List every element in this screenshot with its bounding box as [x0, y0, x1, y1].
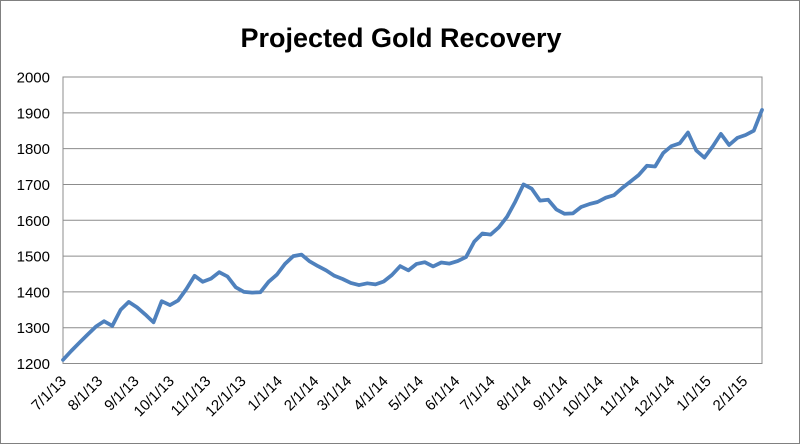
chart-title: Projected Gold Recovery [240, 23, 561, 53]
plot-area-border [62, 76, 763, 364]
y-tick-label: 1200 [17, 356, 50, 373]
y-tick-label: 1700 [17, 177, 50, 194]
y-tick-label: 1900 [17, 105, 50, 122]
y-tick-label: 2000 [17, 70, 50, 87]
y-tick-label: 1800 [17, 141, 50, 158]
y-tick-label: 1300 [17, 320, 50, 337]
y-tick-label: 1500 [17, 249, 50, 266]
y-axis-labels: 2000 1900 1800 1700 1600 1500 1400 1300 1200 [17, 70, 50, 374]
gridlines [63, 112, 762, 329]
plot-area [62, 76, 763, 364]
gold-recovery-line [61, 108, 764, 362]
y-tick-label: 1600 [17, 213, 50, 230]
y-tick-label: 1400 [17, 284, 50, 301]
data-series [61, 108, 764, 362]
